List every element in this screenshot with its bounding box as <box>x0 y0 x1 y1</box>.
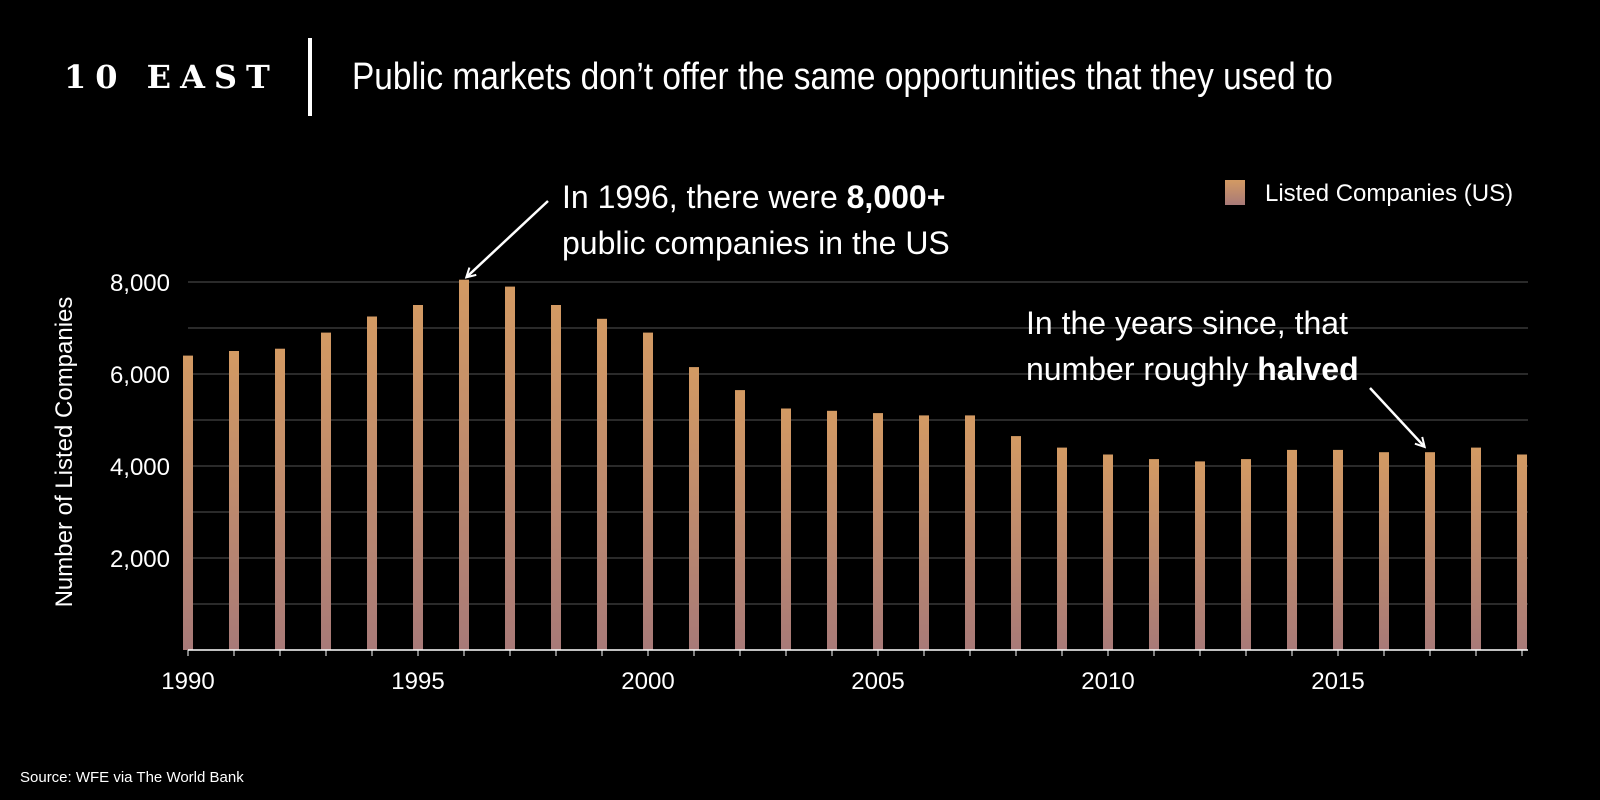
bar-2007 <box>965 415 975 650</box>
y-tick-label: 6,000 <box>110 362 170 389</box>
bar-2005 <box>873 413 883 650</box>
bar-1990 <box>183 355 193 650</box>
legend-label: Listed Companies (US) <box>1265 180 1513 207</box>
y-axis-label: Number of Listed Companies <box>51 297 78 608</box>
y-tick-label: 4,000 <box>110 454 170 481</box>
bar-2006 <box>919 415 929 650</box>
bar-2000 <box>643 332 653 650</box>
bar-1995 <box>413 305 423 650</box>
bars <box>183 279 1527 650</box>
bar-2010 <box>1103 454 1113 650</box>
y-axis: 2,000 4,000 6,000 8,000 <box>110 270 170 573</box>
x-tick-label: 2000 <box>621 668 674 695</box>
bar-2001 <box>689 367 699 650</box>
bar-2018 <box>1471 447 1481 650</box>
bar-1998 <box>551 305 561 650</box>
bar-1996 <box>459 279 469 650</box>
page-title: Public markets don’t offer the same oppo… <box>352 56 1333 98</box>
bar-2004 <box>827 410 837 650</box>
x-tick-label: 2010 <box>1081 668 1134 695</box>
bar-2008 <box>1011 436 1021 650</box>
annotation-halved-line2: number roughly halved <box>1026 351 1359 387</box>
x-tick-label: 2005 <box>851 668 904 695</box>
bar-2015 <box>1333 449 1343 650</box>
y-tick-label: 8,000 <box>110 270 170 297</box>
y-tick-label: 2,000 <box>110 546 170 573</box>
x-tick-label: 2015 <box>1311 668 1364 695</box>
bar-1992 <box>275 348 285 650</box>
annotation-peak-line1: In 1996, there were 8,000+ <box>562 179 945 215</box>
bar-2014 <box>1287 449 1297 650</box>
bar-2003 <box>781 408 791 650</box>
header-divider <box>308 38 312 116</box>
bar-1993 <box>321 332 331 650</box>
source-note: Source: WFE via The World Bank <box>20 769 244 786</box>
x-tick-label: 1995 <box>391 668 444 695</box>
bar-2009 <box>1057 447 1067 650</box>
bar-1997 <box>505 286 515 650</box>
x-tick-label: 1990 <box>161 668 214 695</box>
bar-2011 <box>1149 459 1159 650</box>
annotation-halved-line1: In the years since, that <box>1026 305 1348 341</box>
bar-2019 <box>1517 454 1527 650</box>
legend-swatch <box>1225 180 1245 205</box>
annotation-halved-arrow <box>1369 387 1424 446</box>
bar-2017 <box>1425 452 1435 650</box>
x-axis: 1990 1995 2000 2005 2010 2015 <box>161 649 1528 695</box>
legend: Listed Companies (US) <box>1225 180 1513 207</box>
grid-lines <box>188 281 1528 605</box>
annotation-peak-line2: public companies in the US <box>562 225 950 261</box>
bar-1991 <box>229 351 239 650</box>
bar-2013 <box>1241 459 1251 650</box>
bar-1999 <box>597 318 607 650</box>
annotation-peak-arrow <box>467 200 549 277</box>
bar-2002 <box>735 390 745 650</box>
bar-2016 <box>1379 452 1389 650</box>
annotations: In 1996, there were 8,000+ public compani… <box>467 179 1424 446</box>
brand-logo: 10 EAST <box>64 58 279 96</box>
bar-2012 <box>1195 461 1205 650</box>
bar-1994 <box>367 316 377 650</box>
